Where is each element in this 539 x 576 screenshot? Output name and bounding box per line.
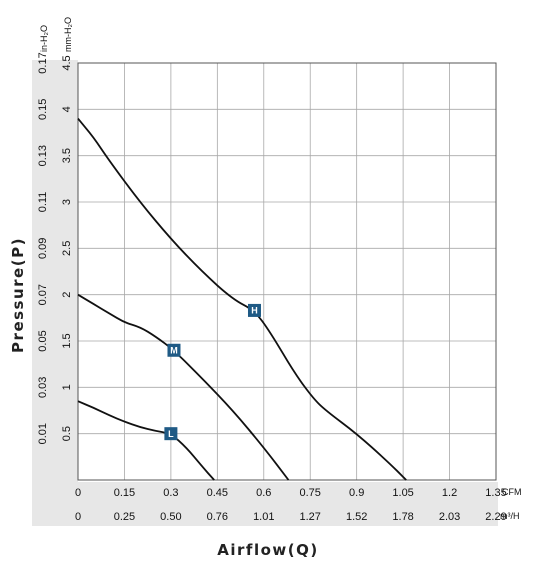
plot-frame xyxy=(77,62,497,481)
curve-l xyxy=(77,400,215,481)
y-tick-label: 1 xyxy=(61,384,73,390)
x-primary-unit-label: CFM xyxy=(502,487,522,497)
tick-labels: 0 0.15 0.3 0.45 0.6 0.75 0.9 1.05 1.2 1.35 0 0.25 0.… xyxy=(37,52,507,523)
x2-tick-label: 1.27 xyxy=(300,511,321,523)
marker-label-m: M xyxy=(170,346,178,356)
y2-tick-label: 0.03 xyxy=(37,377,49,398)
y-tick-label: 4.5 xyxy=(61,55,73,70)
x2-tick-label: 2.03 xyxy=(439,511,460,523)
y2-tick-label: 0.11 xyxy=(37,192,49,213)
marker-m xyxy=(167,343,181,357)
y-primary-unit-label: mm-H₂O xyxy=(63,17,73,52)
y2-tick-label: 0.17 xyxy=(37,52,49,73)
marker-label-l: L xyxy=(168,429,174,439)
x-tick-label: 0 xyxy=(75,487,81,499)
x2-tick-label: 2.29 xyxy=(485,511,506,523)
y-tick-label: 4 xyxy=(61,106,73,112)
x2-tick-label: 1.78 xyxy=(392,511,413,523)
x-tick-label: 1.2 xyxy=(442,487,457,499)
y2-tick-label: 0.09 xyxy=(37,238,49,259)
y-axis-title: Pressure(P) xyxy=(9,237,27,353)
x2-tick-label: 1.01 xyxy=(253,511,274,523)
x2-tick-label: 0.50 xyxy=(160,511,181,523)
x2-tick-label: 0.25 xyxy=(114,511,135,523)
y-tick-label: 2 xyxy=(61,292,73,298)
x2-tick-label: 0.76 xyxy=(207,511,228,523)
y-tick-label: 2.5 xyxy=(61,241,73,256)
marker-h xyxy=(247,303,261,317)
y2-tick-label: 0.01 xyxy=(37,423,49,444)
x-axis-title: Airflow(Q) xyxy=(217,541,318,559)
plot-area xyxy=(78,63,496,480)
x-tick-label: 0.15 xyxy=(114,487,135,499)
y-tick-label: 0.5 xyxy=(61,426,73,441)
y-tick-label: 3 xyxy=(61,199,73,205)
x-tick-label: 1.05 xyxy=(392,487,413,499)
marker-label-h: H xyxy=(251,306,258,316)
y2-tick-label: 0.05 xyxy=(37,330,49,351)
x2-tick-label: 0 xyxy=(75,511,81,523)
y-secondary-unit-label: in-H₂O xyxy=(39,25,49,52)
y2-tick-label: 0.15 xyxy=(37,99,49,120)
curve-m xyxy=(77,293,290,481)
x-tick-label: 1.35 xyxy=(485,487,506,499)
x-tick-label: 0.45 xyxy=(207,487,228,499)
x-tick-label: 0.9 xyxy=(349,487,364,499)
series-curves: H M L xyxy=(77,118,407,481)
y-axis-band xyxy=(32,60,78,526)
grid-lines xyxy=(78,63,496,480)
x-tick-label: 0.3 xyxy=(163,487,178,499)
y2-tick-label: 0.13 xyxy=(37,145,49,166)
x2-tick-label: 1.52 xyxy=(346,511,367,523)
y2-tick-label: 0.07 xyxy=(37,284,49,305)
x-tick-label: 0.6 xyxy=(256,487,271,499)
curve-h xyxy=(77,118,407,481)
x-secondary-unit-label: m³/H xyxy=(500,511,520,521)
y-tick-label: 3.5 xyxy=(61,148,73,163)
y-tick-label: 1.5 xyxy=(61,333,73,348)
x-axis-band xyxy=(32,482,498,526)
x-tick-label: 0.75 xyxy=(300,487,321,499)
marker-l xyxy=(164,427,178,441)
